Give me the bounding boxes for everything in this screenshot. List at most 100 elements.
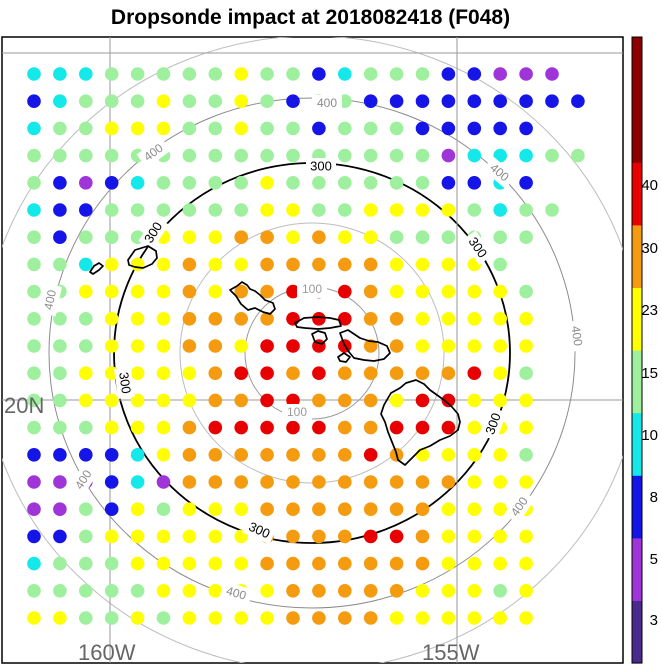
impact-dot — [415, 475, 430, 489]
impact-dot — [415, 393, 430, 408]
impact-dot — [389, 366, 404, 381]
island-kahoolawe — [337, 352, 351, 363]
lat-label-20n: 20N — [4, 393, 44, 418]
impact-dot — [130, 502, 145, 516]
impact-dot — [415, 529, 430, 544]
impact-dot — [130, 475, 145, 489]
impact-dot — [208, 148, 223, 163]
impact-dot — [208, 94, 223, 108]
impact-dot — [286, 230, 300, 244]
impact-dot — [389, 393, 404, 408]
impact-dot — [260, 121, 274, 136]
impact-dot — [286, 475, 300, 489]
island-oahu — [229, 281, 276, 315]
impact-dot — [363, 393, 378, 408]
ring-label-bg — [482, 156, 517, 189]
ring-label-400: 400 — [225, 584, 248, 603]
impact-dot — [27, 393, 41, 408]
impact-dot — [260, 502, 274, 516]
impact-dot — [467, 94, 482, 108]
impact-dot — [441, 257, 456, 272]
impact-dot — [519, 176, 533, 190]
impact-dot — [104, 121, 119, 136]
impact-dot — [104, 475, 119, 489]
colorbar-tick-label: 3 — [650, 612, 658, 629]
impact-dot — [519, 393, 533, 408]
impact-dot — [441, 94, 456, 108]
impact-dot — [182, 176, 197, 190]
impact-dot — [389, 148, 404, 163]
ring-label-bg — [138, 215, 169, 250]
impact-dot — [27, 448, 41, 462]
impact-dot — [130, 94, 145, 108]
colorbar-segment-1 — [632, 600, 642, 664]
impact-dot — [79, 148, 93, 163]
impact-dot — [79, 584, 93, 598]
impact-dot — [389, 529, 404, 544]
impact-dot — [53, 502, 67, 516]
impact-dot — [286, 448, 300, 462]
impact-dot — [389, 203, 404, 217]
impact-dot — [104, 420, 119, 435]
impact-dot — [415, 420, 430, 435]
impact-dot — [389, 584, 404, 598]
impact-dot — [53, 556, 67, 571]
impact-dot — [182, 502, 197, 516]
impact-dot — [286, 420, 300, 435]
impact-dot — [493, 284, 508, 299]
impact-dot — [519, 312, 533, 326]
impact-dot — [208, 67, 223, 81]
impact-dot — [441, 121, 456, 136]
impact-dot — [182, 94, 197, 108]
impact-dot — [156, 176, 171, 190]
impact-dot — [130, 121, 145, 136]
impact-dot — [53, 475, 67, 489]
impact-dot — [79, 556, 93, 571]
impact-dot — [208, 529, 223, 544]
impact-dot — [415, 502, 430, 516]
impact-dot — [467, 584, 482, 598]
impact-dot — [208, 584, 223, 598]
impact-dot — [234, 475, 248, 489]
impact-dot — [53, 203, 67, 217]
ring-label-400: 400 — [568, 325, 585, 347]
impact-dot — [182, 67, 197, 81]
impact-dot — [27, 339, 41, 353]
impact-dot — [156, 257, 171, 272]
impact-dot — [467, 67, 482, 81]
impact-dot — [182, 148, 197, 163]
impact-dot — [415, 312, 430, 326]
impact-dot — [53, 94, 67, 108]
impact-dot — [79, 502, 93, 516]
ring-label-bg — [39, 283, 62, 317]
impact-dot — [415, 366, 430, 381]
impact-dot — [260, 393, 274, 408]
impact-dot — [156, 393, 171, 408]
ring-label-bg — [113, 366, 136, 399]
impact-dot — [441, 556, 456, 571]
impact-dot — [389, 339, 404, 353]
impact-dot — [338, 284, 352, 299]
impact-dot — [493, 230, 508, 244]
ring-label-bg — [68, 462, 99, 497]
ring-label-100: 100 — [287, 405, 307, 419]
impact-dot — [338, 448, 352, 462]
impact-dot — [234, 284, 248, 299]
impact-dot — [441, 420, 456, 435]
impact-dot — [415, 121, 430, 136]
impact-dot — [27, 611, 41, 625]
colorbar-tick-label: 15 — [641, 365, 658, 382]
impact-dot — [130, 339, 145, 353]
impact-dot — [53, 148, 67, 163]
impact-dot — [182, 312, 197, 326]
colorbar-segment-50 — [632, 37, 642, 101]
impact-dot — [467, 176, 482, 190]
impact-dot — [441, 529, 456, 544]
impact-dot — [467, 121, 482, 136]
impact-dot — [389, 67, 404, 81]
impact-dot — [286, 529, 300, 544]
impact-dot — [363, 556, 378, 571]
impact-dot — [234, 502, 248, 516]
impact-dot — [53, 312, 67, 326]
impact-dot — [234, 420, 248, 435]
